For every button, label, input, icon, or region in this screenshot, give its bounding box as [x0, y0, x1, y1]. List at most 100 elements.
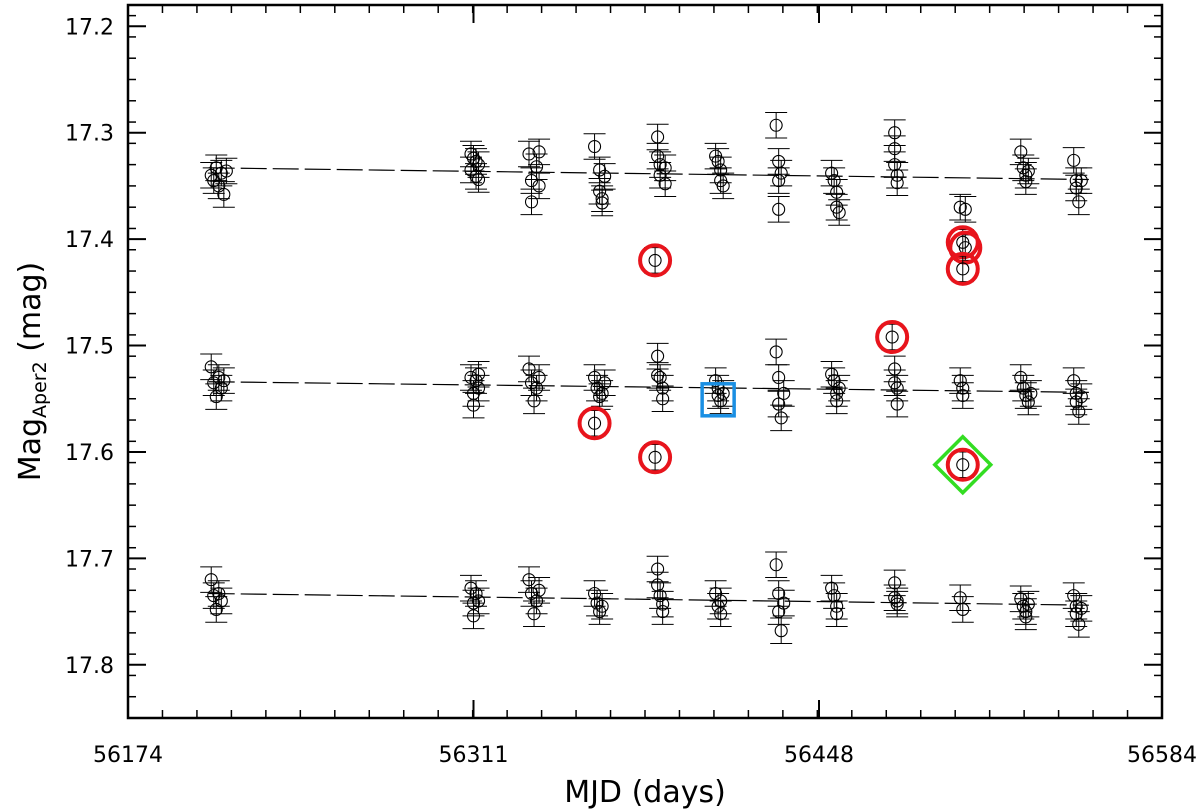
point-marker: [772, 202, 786, 216]
y-tick-label: 17.6: [65, 441, 114, 466]
point-marker: [714, 594, 728, 608]
point-marker: [598, 376, 612, 390]
data-point: [467, 587, 490, 615]
data-point: [465, 580, 488, 607]
point-marker: [1067, 153, 1081, 167]
point-marker: [214, 381, 228, 395]
point-marker: [472, 594, 486, 608]
point-marker: [595, 196, 609, 210]
data-point: [649, 161, 672, 189]
data-point: [820, 574, 843, 602]
point-marker: [656, 392, 670, 406]
point-marker: [888, 158, 902, 172]
point-marker: [772, 397, 786, 411]
data-point: [1012, 374, 1035, 402]
data-point: [709, 387, 732, 415]
data-point: [1070, 167, 1093, 194]
data-point: [770, 159, 793, 187]
point-marker: [1074, 390, 1088, 404]
point-marker: [524, 586, 539, 601]
data-point: [712, 380, 735, 407]
point-marker: [716, 179, 730, 193]
outlier-circle: [638, 243, 673, 278]
data-point: [593, 163, 616, 190]
point-marker: [885, 330, 899, 344]
outlier-circle: [638, 440, 673, 475]
point-marker: [532, 583, 546, 597]
plot-area: [200, 111, 1093, 645]
point-marker: [658, 161, 672, 175]
data-point: [591, 189, 614, 217]
point-marker: [595, 599, 609, 613]
data-point: [886, 590, 909, 618]
data-point: [528, 577, 551, 604]
trend-line: [208, 381, 1089, 393]
data-point: [1019, 380, 1042, 407]
point-marker: [1024, 386, 1038, 400]
data-point: [528, 364, 551, 391]
point-marker: [522, 573, 536, 587]
data-point: [828, 374, 851, 402]
point-marker: [217, 187, 231, 201]
data-point: [823, 582, 846, 609]
point-marker: [827, 589, 841, 603]
trend-line: [208, 592, 1089, 606]
point-marker: [1072, 195, 1086, 209]
data-point: [528, 138, 551, 166]
data-point: [770, 617, 793, 645]
y-axis-title-unit: (mag): [13, 262, 48, 362]
y-tick-label: 17.5: [65, 335, 114, 360]
data-point: [772, 380, 795, 407]
point-marker: [219, 164, 233, 178]
data-point: [949, 367, 972, 394]
data-point: [593, 369, 616, 397]
data-point: [709, 587, 732, 615]
point-marker: [204, 360, 218, 374]
data-point: [1067, 188, 1090, 216]
trend-line: [208, 167, 1089, 181]
outlier-circle: [577, 406, 612, 441]
point-marker: [593, 390, 607, 404]
point-marker: [772, 370, 786, 385]
point-marker: [204, 573, 218, 587]
point-marker: [772, 174, 786, 188]
data-point: [767, 364, 790, 391]
data-point: [765, 551, 788, 579]
data-point: [1014, 168, 1037, 195]
point-marker: [956, 458, 970, 472]
outlier-circle: [875, 320, 910, 355]
green-diamond-marker: [932, 434, 994, 496]
data-point: [212, 181, 235, 208]
data-point: [954, 196, 977, 223]
point-marker: [953, 374, 967, 388]
point-marker: [890, 397, 904, 411]
point-marker: [956, 381, 970, 395]
point-marker: [532, 370, 546, 385]
data-point: [591, 592, 614, 620]
point-marker: [1021, 597, 1035, 611]
x-axis-title: MJD (days): [564, 775, 726, 810]
point-marker: [956, 262, 970, 276]
point-marker: [472, 158, 486, 172]
data-point: [1062, 147, 1085, 174]
point-marker: [598, 169, 612, 183]
plot-frame: [126, 3, 1164, 720]
data-point: [767, 196, 790, 223]
data-point: [772, 589, 795, 617]
data-point: [820, 159, 843, 187]
data-point: [825, 600, 848, 627]
data-point: [528, 172, 551, 200]
x-tick-label: 56311: [439, 743, 509, 768]
point-marker: [832, 381, 846, 395]
point-marker: [209, 161, 223, 175]
axes: 17.2 17.3 17.4 17.5 17.6 17.7 17.8 56174 56311 56…: [13, 3, 1197, 810]
point-marker: [648, 253, 662, 267]
x-tick-label: 56584: [1127, 743, 1197, 768]
point-marker: [466, 398, 481, 412]
y-tick-label: 17.2: [65, 15, 114, 40]
data-point: [467, 361, 490, 388]
y-axis-title-main: Mag: [13, 418, 48, 481]
point-marker: [532, 145, 546, 159]
point-marker: [832, 205, 846, 220]
